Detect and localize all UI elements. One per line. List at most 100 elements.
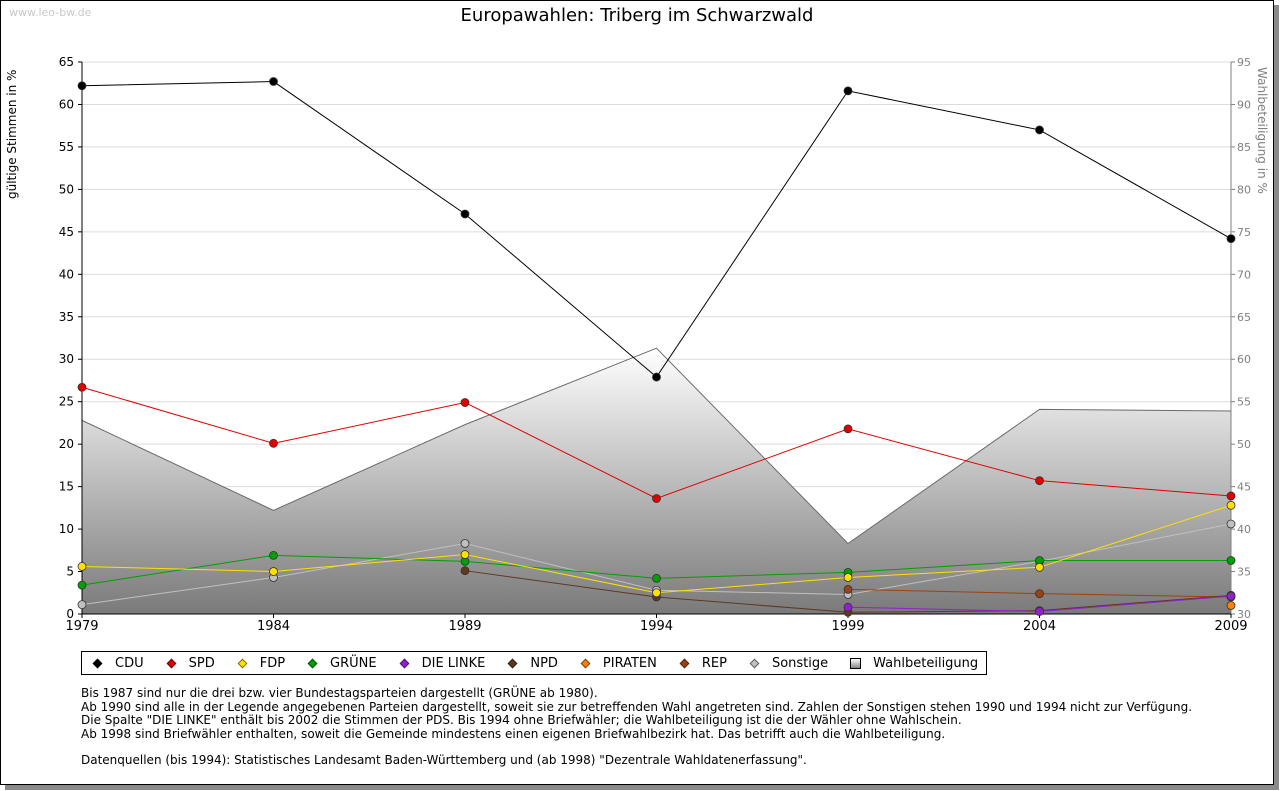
y-tick-label: 0 (66, 607, 74, 621)
data-point-spd (269, 438, 278, 448)
legend-swatch (580, 658, 591, 668)
x-tick-label: 1979 (65, 619, 98, 634)
y-right-tick-label: 50 (1237, 438, 1251, 451)
legend-item: GRÜNE (303, 656, 377, 671)
chart-legend: CDU SPD FDP GRÜNE DIE LINKE NPD PIRATEN REP Sons… (81, 651, 988, 675)
data-point-gr-ne (1226, 556, 1236, 565)
y-tick-label: 35 (59, 310, 74, 324)
x-tick-label: 2009 (1214, 619, 1247, 634)
y-axis-label-left: gültige Stimmen in % (5, 69, 19, 199)
series-line-cdu (81, 81, 1232, 378)
data-point-spd (460, 398, 470, 407)
data-point-gr-ne (652, 573, 661, 583)
legend-label: FDP (259, 655, 286, 671)
legend-swatch (92, 658, 103, 668)
legend-label: DIE LINKE (421, 655, 486, 671)
data-point-piraten (1226, 601, 1236, 610)
x-tick-label: 1994 (640, 619, 673, 634)
legend-swatch (850, 657, 862, 669)
data-point-spd (843, 424, 853, 434)
data-point-cdu (1226, 234, 1236, 244)
y-right-tick-label: 30 (1237, 608, 1251, 621)
y-tick-label: 45 (59, 225, 74, 239)
legend-item: Wahlbeteiligung (846, 656, 978, 671)
data-point-fdp (843, 573, 853, 582)
data-point-rep (843, 584, 853, 594)
data-point-die-linke (1035, 607, 1044, 616)
legend-item: NPD (503, 656, 558, 671)
data-point-sonstige (1226, 519, 1236, 529)
y-tick-label: 15 (59, 480, 74, 494)
legend-label: SPD (188, 655, 215, 671)
data-point-npd (460, 566, 470, 576)
legend-label: Wahlbeteiligung (873, 655, 979, 671)
legend-label: PIRATEN (602, 655, 657, 671)
x-tick-label: 1989 (448, 619, 481, 634)
y-right-tick-label: 65 (1237, 311, 1251, 324)
chart-notes: Bis 1987 sind nur die drei bzw. vier Bun… (81, 686, 1193, 768)
data-point-gr-ne (269, 551, 278, 560)
y-tick-label: 50 (59, 182, 74, 196)
data-point-fdp (77, 562, 87, 571)
data-point-die-linke (1226, 591, 1236, 601)
legend-swatch (399, 658, 410, 668)
data-point-gr-ne (77, 580, 87, 590)
note-line: Die Spalte "DIE LINKE" enthält bis 2002 … (81, 713, 962, 727)
data-point-cdu (460, 209, 470, 219)
y-right-tick-label: 85 (1237, 141, 1251, 154)
legend-swatch (237, 658, 248, 668)
data-point-spd (1226, 491, 1236, 501)
data-point-cdu (843, 86, 853, 96)
y-right-tick-label: 55 (1237, 396, 1251, 409)
data-point-sonstige (77, 600, 87, 610)
legend-item: CDU (88, 656, 144, 671)
legend-label: REP (701, 655, 727, 671)
area-wahlbeteiligung (82, 348, 1231, 614)
legend-item: DIE LINKE (395, 655, 486, 671)
legend-label: GRÜNE (330, 655, 377, 671)
data-point-fdp (1035, 562, 1044, 572)
y-tick-label: 60 (59, 97, 74, 111)
note-line: Ab 1990 sind alle in der Legende angegeb… (81, 699, 1193, 714)
y-right-tick-label: 45 (1237, 481, 1251, 494)
data-point-spd (1035, 476, 1044, 486)
x-tick-label: 1999 (831, 619, 864, 634)
legend-label: CDU (115, 655, 144, 671)
y-right-tick-label: 90 (1237, 98, 1251, 111)
y-tick-label: 10 (59, 522, 74, 536)
legend-swatch (307, 658, 318, 668)
y-right-tick-label: 95 (1237, 56, 1251, 69)
note-line: Bis 1987 sind nur die drei bzw. vier Bun… (81, 686, 598, 700)
x-tick-label: 1984 (257, 619, 290, 634)
data-point-cdu (1035, 125, 1044, 135)
y-right-tick-label: 40 (1237, 523, 1251, 536)
data-point-fdp (1226, 500, 1236, 510)
y-tick-label: 20 (59, 437, 74, 451)
y-tick-label: 65 (59, 55, 74, 69)
source-note: Datenquellen (bis 1994): Statistisches L… (81, 753, 807, 767)
data-point-fdp (269, 567, 278, 576)
data-point-die-linke (843, 602, 853, 612)
legend-label: Sonstige (771, 655, 829, 671)
data-point-fdp (652, 588, 661, 598)
y-tick-label: 25 (59, 395, 74, 409)
data-point-cdu (269, 77, 278, 86)
y-right-tick-label: 35 (1237, 566, 1251, 579)
data-point-cdu (77, 81, 87, 91)
data-point-fdp (460, 550, 470, 559)
legend-swatch (507, 658, 518, 668)
y-tick-label: 40 (59, 267, 74, 281)
legend-item: SPD (162, 656, 215, 671)
y-axis-label-right: Wahlbeteiligung in % (1255, 67, 1269, 194)
chart-title: Europawahlen: Triberg im Schwarzwald (460, 5, 814, 26)
data-point-sonstige (460, 539, 470, 548)
legend-swatch (749, 658, 760, 668)
y-right-tick-label: 60 (1237, 353, 1251, 366)
note-line: Ab 1998 sind Briefwähler enthalten, sowe… (81, 726, 946, 741)
legend-label: NPD (530, 655, 558, 671)
x-tick-label: 2004 (1023, 619, 1056, 634)
y-right-tick-label: 70 (1237, 268, 1251, 281)
area-wahlbeteiligung-outline (81, 347, 1232, 545)
